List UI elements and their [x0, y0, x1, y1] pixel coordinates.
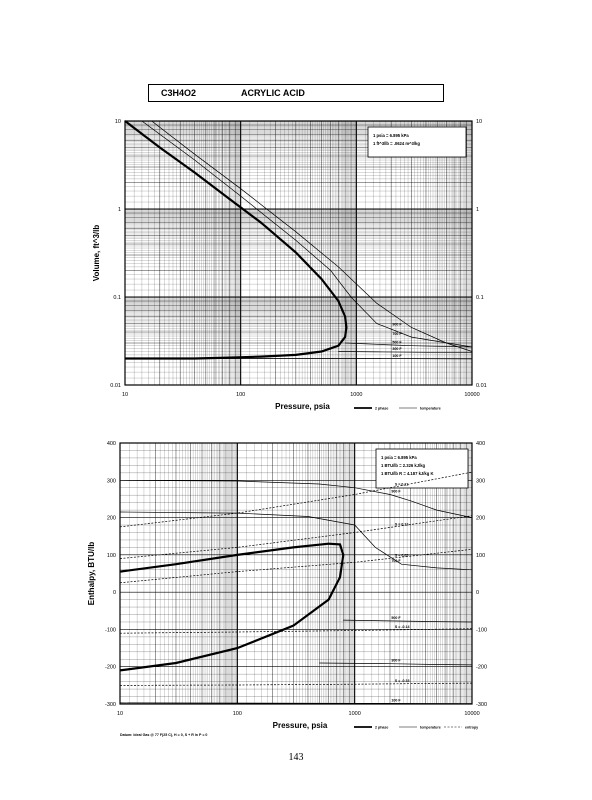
- plot-frame: [119, 442, 473, 705]
- curve-label: 500 F: [391, 616, 401, 620]
- page-number: 143: [288, 752, 304, 763]
- legend-label: 2 phase: [375, 407, 388, 411]
- series-900-f: [119, 479, 473, 518]
- curve-label: 500 F: [392, 341, 402, 345]
- y-tick-label: 400: [107, 441, 116, 447]
- legend-label: temperature: [420, 726, 441, 730]
- curve-label: 300 F: [391, 659, 401, 663]
- curve-label: 900 F: [392, 323, 402, 327]
- legend-label: temperature: [420, 407, 441, 411]
- x-tick-label: 10000: [464, 711, 479, 717]
- y-tick-label-right: 400: [476, 441, 485, 447]
- y-tick-label: 300: [107, 478, 116, 484]
- conversion-note: 1 BTU/lb = 2.326 kJ/kg: [381, 463, 426, 468]
- y-tick-label-right: 1: [476, 207, 479, 213]
- legend-label: 2 phase: [375, 726, 388, 730]
- conversion-box: [367, 126, 467, 158]
- y-tick-label-right: 300: [476, 478, 485, 484]
- y-tick-label-right: -200: [476, 665, 487, 671]
- x-tick-label: 10000: [464, 392, 479, 398]
- curve-label: 300 F: [392, 347, 402, 351]
- chemical-formula: C3H4O2: [161, 88, 197, 98]
- curve-label: 900 F: [391, 489, 401, 493]
- y-tick-label: -200: [105, 665, 116, 671]
- curve-label: 700 F: [392, 332, 402, 336]
- y-tick-label: 0.01: [110, 383, 121, 389]
- x-tick-label: 1000: [349, 711, 361, 717]
- y-tick-label: 10: [115, 119, 121, 125]
- x-axis-label: Pressure, psia: [273, 721, 328, 730]
- curve-label: 100 F: [391, 699, 401, 703]
- chemical-name: ACRYLIC ACID: [241, 88, 305, 98]
- title-box: C3H4O2 ACRYLIC ACID: [148, 84, 444, 102]
- curve-label: 700 F: [391, 559, 401, 563]
- legend-label: entropy: [465, 726, 478, 730]
- y-tick-label: -100: [105, 627, 116, 633]
- y-tick-label-right: -300: [476, 702, 487, 708]
- conversion-note: 1 psia = 6.895 kPa: [381, 455, 417, 460]
- y-tick-label-right: 0: [476, 590, 479, 596]
- y-tick-label: 100: [107, 553, 116, 559]
- series-700-f: [141, 120, 473, 348]
- chart-1: 10 100 1000 10000 0.01 0.01 0.1 0.1 1 1 10 10 Pressu…: [92, 119, 487, 411]
- y-tick-label: -300: [105, 702, 116, 708]
- y-tick-label: 200: [107, 516, 116, 522]
- series-2-phase: [124, 120, 348, 360]
- series-s-0-33: [119, 682, 473, 686]
- curve-label: S = 0.12: [395, 522, 409, 526]
- series-300-f: [338, 351, 473, 354]
- series-500-f: [345, 342, 473, 348]
- curve-label: S = 0.21: [395, 483, 409, 487]
- y-axis-label: Volume, ft^3/lb: [92, 225, 101, 282]
- y-tick-label-right: 0.1: [476, 295, 484, 301]
- conversion-note: 1 psia = 6.895 kPa: [373, 133, 409, 138]
- series-s-0-14: [119, 628, 473, 634]
- series-s-0-05: [119, 548, 473, 584]
- y-tick-label: 0.1: [113, 295, 121, 301]
- x-tick-label: 100: [233, 711, 242, 717]
- x-tick-label: 100: [236, 392, 245, 398]
- y-tick-label: 1: [118, 207, 121, 213]
- y-tick-label: 0: [113, 590, 116, 596]
- curve-label: S = -0.14: [395, 625, 410, 629]
- series-300-f: [319, 662, 473, 666]
- series-900-f: [151, 120, 473, 352]
- x-tick-label: 10: [122, 392, 128, 398]
- datum-footnote: Datum: Ideal Gas @ 77 F(25 C), H = 0, S …: [120, 733, 207, 737]
- curve-label: S = -0.33: [395, 679, 410, 683]
- series-100-f: [119, 702, 473, 704]
- series-s-0-12: [119, 515, 473, 559]
- y-tick-label-right: 200: [476, 516, 485, 522]
- x-axis-label: Pressure, psia: [275, 402, 330, 411]
- y-tick-label-right: 100: [476, 553, 485, 559]
- series-700-f: [119, 511, 473, 571]
- plot-frame: [124, 120, 473, 386]
- curve-label: S = 0.05: [395, 553, 409, 557]
- y-tick-label-right: -100: [476, 627, 487, 633]
- series-500-f: [343, 619, 473, 623]
- y-tick-label-right: 0.01: [476, 383, 487, 389]
- y-axis-label: Enthalpy, BTU/lb: [87, 542, 96, 606]
- y-tick-label-right: 10: [476, 119, 482, 125]
- conversion-note: 1 BTU/lb R = 4.187 kJ/kg K: [381, 471, 433, 476]
- series-2-phase: [119, 542, 345, 672]
- conversion-note: 1 ft^3/lb = .0624 m^3/kg: [373, 141, 420, 146]
- x-tick-label: 1000: [350, 392, 362, 398]
- curve-label: 100 F: [392, 354, 402, 358]
- x-tick-label: 10: [117, 711, 123, 717]
